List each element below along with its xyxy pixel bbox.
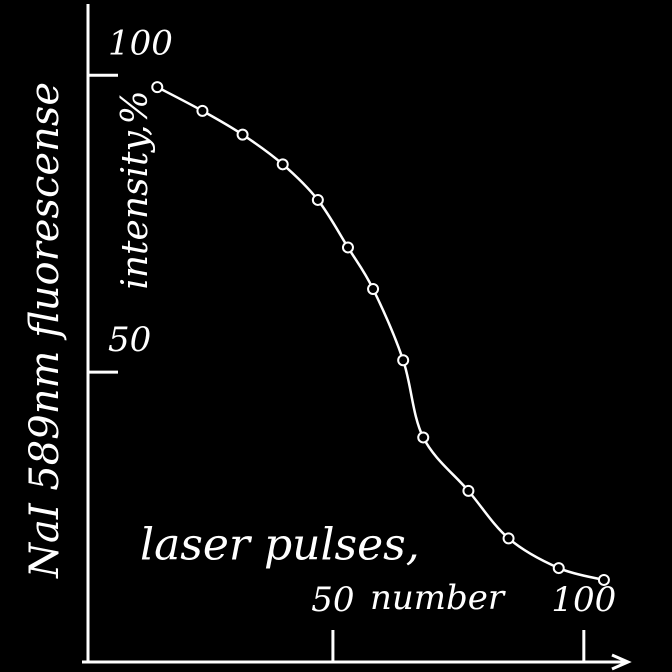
point	[311, 193, 324, 206]
x-axis-arrow	[611, 653, 632, 671]
point	[367, 283, 380, 295]
y-axis-label: NaI 589nm fluorescense	[22, 82, 68, 579]
point	[462, 484, 475, 497]
point	[151, 81, 164, 94]
point	[397, 354, 410, 367]
point	[552, 562, 565, 575]
point	[341, 241, 354, 254]
point	[417, 431, 430, 444]
x-tick-label: 100	[551, 580, 616, 620]
point	[597, 573, 610, 586]
point	[276, 158, 289, 171]
point	[502, 532, 515, 545]
y-axis-label: intensity,%	[115, 90, 156, 289]
x-axis-label: number	[370, 578, 506, 618]
y-tick-label: 100	[108, 23, 173, 63]
x-tick-label: 50	[311, 580, 354, 620]
point	[236, 128, 249, 141]
x-axis-label: laser pulses,	[140, 520, 420, 571]
point	[196, 104, 209, 117]
line	[156, 86, 605, 582]
y-tick-label: 50	[108, 320, 151, 360]
